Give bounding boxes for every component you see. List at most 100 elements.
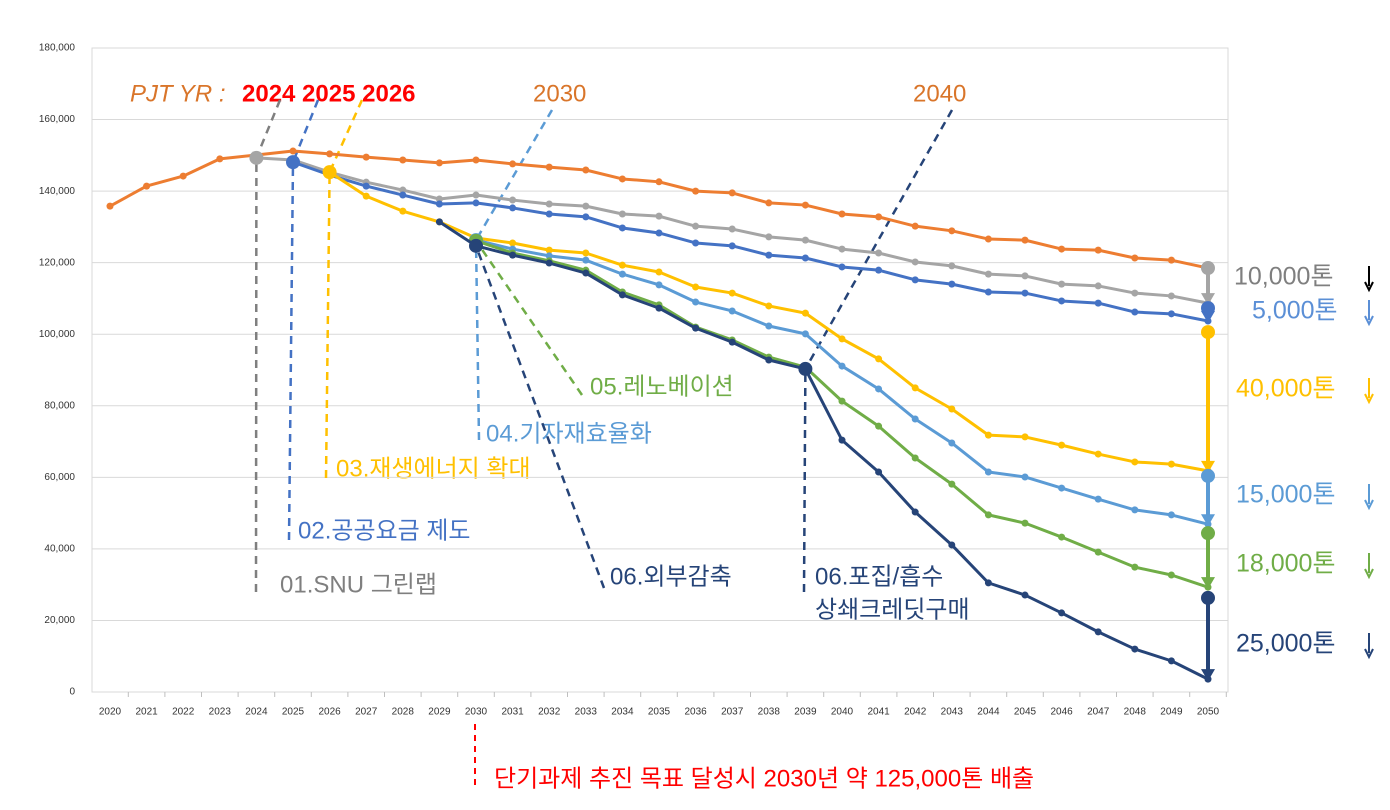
data-point — [1021, 519, 1029, 527]
data-point — [1058, 297, 1066, 305]
data-point — [1021, 591, 1029, 599]
data-point — [1094, 450, 1102, 458]
data-point — [509, 239, 517, 247]
data-point — [618, 210, 626, 218]
data-point — [838, 210, 846, 218]
arrow-head — [1201, 293, 1215, 306]
reduction-label: 18,000톤 — [1236, 550, 1335, 578]
data-point — [692, 283, 700, 291]
x-tick-label: 2039 — [794, 707, 817, 718]
reduction-start — [1201, 261, 1215, 276]
data-point — [801, 330, 809, 338]
data-point — [875, 468, 883, 476]
data-point — [798, 361, 813, 376]
x-tick-label: 2047 — [1087, 707, 1110, 718]
data-point — [1131, 563, 1139, 571]
data-point — [765, 233, 773, 241]
data-point — [948, 262, 956, 270]
data-point — [911, 276, 919, 284]
data-point — [362, 182, 370, 190]
data-point — [1094, 299, 1102, 307]
data-point — [618, 224, 626, 232]
x-tick-label: 2037 — [721, 707, 744, 718]
y-tick-label: 0 — [69, 687, 75, 698]
data-point — [216, 155, 224, 163]
reduction-start — [1201, 526, 1215, 541]
data-point — [984, 288, 992, 296]
reduction-label: 15,000톤 — [1236, 481, 1335, 509]
data-point — [728, 189, 736, 197]
reduction-glyph-head — [1364, 648, 1374, 660]
data-point — [692, 222, 700, 230]
data-point — [545, 259, 553, 267]
annotation: 06.포집/흡수 — [815, 563, 943, 590]
data-point — [1167, 511, 1175, 519]
data-point — [399, 207, 407, 215]
annotation: 05.레노베이션 — [590, 373, 734, 400]
data-point — [801, 201, 809, 209]
x-tick-label: 2028 — [392, 707, 415, 718]
data-point — [1094, 495, 1102, 503]
data-point — [801, 236, 809, 244]
leader-line — [255, 99, 282, 159]
x-tick-label: 2038 — [758, 707, 781, 718]
x-tick-label: 2031 — [501, 707, 524, 718]
x-tick-label: 2042 — [904, 707, 927, 718]
annotation: 상쇄크레딧구매 — [815, 596, 970, 623]
data-point — [948, 541, 956, 549]
data-point — [655, 178, 663, 186]
reduction-glyph-head — [1364, 281, 1374, 293]
data-point — [1021, 272, 1029, 280]
data-point — [765, 199, 773, 207]
x-tick-label: 2027 — [355, 707, 378, 718]
data-point — [106, 202, 114, 210]
x-tick-label: 2036 — [684, 707, 707, 718]
data-point — [545, 246, 553, 254]
data-point — [399, 156, 407, 164]
data-point — [984, 235, 992, 243]
data-point — [1131, 458, 1139, 466]
annotation: PJT YR : — [130, 80, 226, 107]
data-point — [509, 160, 517, 168]
data-point — [984, 270, 992, 278]
data-point — [1167, 657, 1175, 665]
data-point — [838, 245, 846, 253]
data-point — [765, 356, 773, 364]
data-point — [582, 249, 590, 257]
data-point — [692, 298, 700, 306]
x-tick-label: 2030 — [465, 707, 488, 718]
data-point — [728, 289, 736, 297]
x-tick-label: 2033 — [575, 707, 598, 718]
reduction-label: 5,000톤 — [1252, 297, 1338, 325]
data-point — [322, 165, 337, 180]
y-tick-label: 20,000 — [44, 615, 75, 626]
x-tick-label: 2048 — [1124, 707, 1147, 718]
x-tick-label: 2022 — [172, 707, 195, 718]
data-point — [509, 196, 517, 204]
reduction-start — [1201, 590, 1215, 605]
data-point — [582, 166, 590, 174]
arrow-head — [1201, 460, 1215, 473]
data-point — [1021, 433, 1029, 441]
data-point — [1167, 571, 1175, 579]
data-point — [875, 266, 883, 274]
data-point — [1167, 256, 1175, 264]
x-tick-label: 2025 — [282, 707, 305, 718]
data-point — [472, 199, 480, 207]
x-tick-label: 2041 — [867, 707, 890, 718]
x-tick-label: 2032 — [538, 707, 561, 718]
data-point — [545, 252, 553, 260]
data-point — [618, 270, 626, 278]
data-point — [875, 355, 883, 363]
y-tick-label: 40,000 — [44, 544, 75, 555]
data-point — [1058, 484, 1066, 492]
data-point — [545, 210, 553, 218]
x-tick-label: 2029 — [428, 707, 451, 718]
reduction-glyph-head — [1364, 499, 1374, 511]
data-point — [362, 192, 370, 200]
reduction-label: 40,000톤 — [1236, 375, 1335, 403]
x-tick-label: 2050 — [1197, 707, 1220, 718]
data-point — [1167, 310, 1175, 318]
data-point — [728, 225, 736, 233]
